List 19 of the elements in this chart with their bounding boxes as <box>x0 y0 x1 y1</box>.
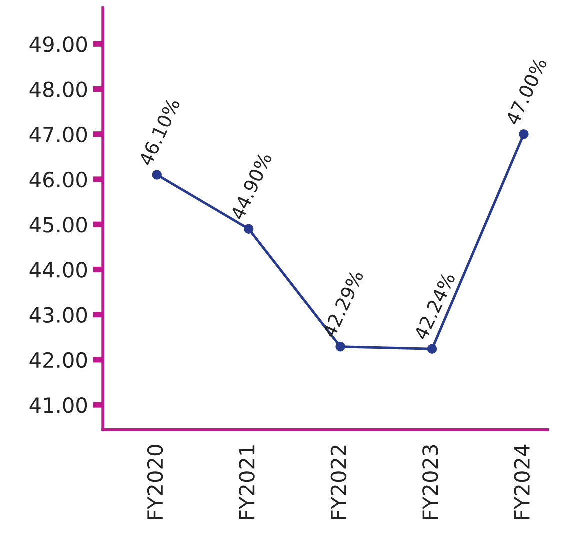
point <box>519 130 529 140</box>
x-tick-label: FY2020 <box>147 445 164 520</box>
y-tick-label: 46.00 <box>30 172 88 188</box>
y-tick-label: 42.00 <box>30 352 88 368</box>
y-tick-label: 44.00 <box>30 262 88 278</box>
x-tick-label: FY2022 <box>330 446 347 520</box>
y-tick-label: 48.00 <box>30 82 88 98</box>
y-tick-label: 47.00 <box>30 126 88 143</box>
y-tick-label: 41.00 <box>30 398 88 414</box>
x-tick-label: FY2021 <box>239 446 255 520</box>
x-tick-label: FY2024 <box>514 444 530 520</box>
y-tick-label: 49.00 <box>30 36 88 52</box>
point <box>244 224 254 234</box>
y-tick-label: 45.00 <box>30 217 88 233</box>
point <box>336 342 346 352</box>
y-tick-label: 43.00 <box>30 307 88 324</box>
point <box>427 344 438 354</box>
x-tick-label: FY2023 <box>422 445 438 520</box>
point <box>152 170 162 180</box>
